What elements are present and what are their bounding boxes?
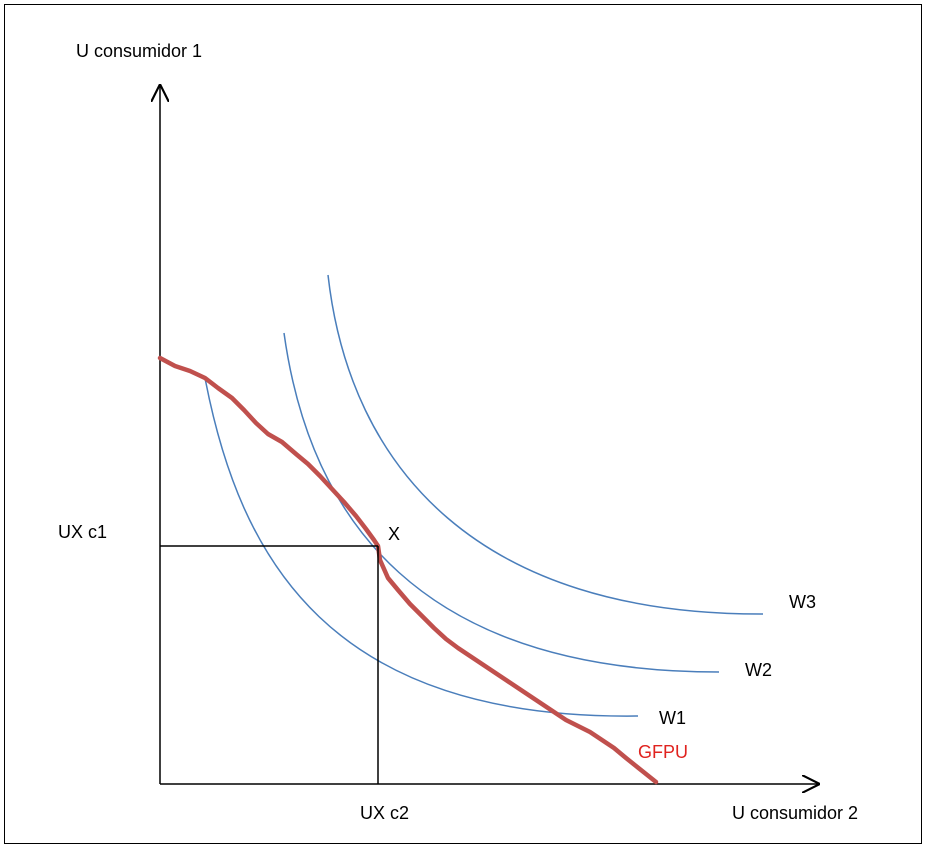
point-x-value-label: UX c2: [360, 803, 409, 823]
diagram-frame: [4, 4, 922, 844]
point-y-value-label: UX c1: [58, 522, 107, 542]
utility-frontier-curve: [157, 355, 659, 785]
y-axis-label: U consumidor 1: [76, 41, 202, 61]
welfare-curve-w1: [204, 377, 639, 717]
frontier-label: GFPU: [638, 742, 688, 762]
w1-label: W1: [659, 708, 686, 728]
welfare-curve-w2: [283, 332, 720, 673]
w2-label: W2: [745, 660, 772, 680]
w3-label: W3: [789, 592, 816, 612]
x-axis-label: U consumidor 2: [732, 803, 858, 823]
point-x-label: X: [388, 524, 400, 544]
welfare-curve-w3: [327, 274, 764, 615]
